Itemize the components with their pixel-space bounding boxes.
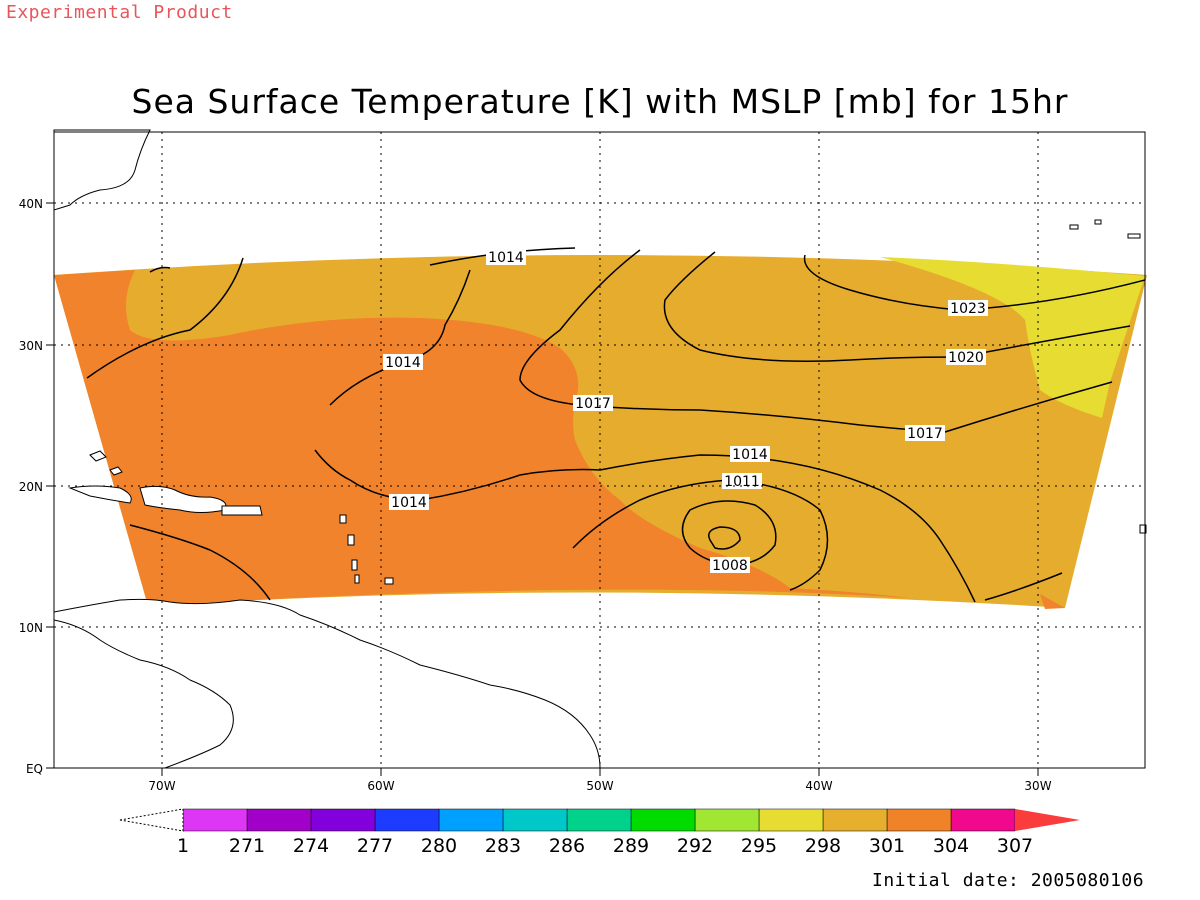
map-title: Sea Surface Temperature [K] with MSLP [m… (131, 82, 1069, 121)
colorbar-segment (502, 808, 568, 832)
colorbar-tick-label: 292 (677, 835, 713, 857)
sst-region-304 (54, 270, 910, 606)
sst-region-304-east (1040, 594, 1065, 609)
contour-label: 1020 (948, 350, 984, 366)
colorbar-segment (438, 808, 504, 832)
south-america-coast (53, 598, 601, 769)
contour-1014-west (86, 257, 244, 379)
colorbar-tick-label: 271 (229, 835, 265, 857)
lon-label: 40W (805, 779, 832, 793)
colorbar-high-arrow (1015, 809, 1080, 831)
experimental-product-label: Experimental Product (6, 2, 233, 23)
lon-label: 70W (148, 779, 175, 793)
contour-label: 1014 (391, 495, 427, 511)
colorbar-tick-label: 298 (805, 835, 841, 857)
lat-label: EQ (26, 762, 43, 776)
graticule (54, 132, 1145, 768)
colorbar-tick-label: 289 (613, 835, 649, 857)
lesser-antilles (339, 514, 394, 585)
hispaniola-coast (139, 485, 227, 513)
colorbar-segment (886, 808, 952, 832)
contour-1014-mid (149, 266, 471, 406)
lon-label: 50W (586, 779, 613, 793)
colorbar-tick-label: 301 (869, 835, 905, 857)
colorbar-segment (566, 808, 632, 832)
lon-label: 30W (1024, 779, 1051, 793)
colorbar-segment (822, 808, 888, 832)
colorbar-segment (310, 808, 376, 832)
colorbar-segment (694, 808, 760, 832)
contour-1023 (803, 254, 1146, 311)
lat-label: 40N (19, 197, 43, 211)
contour-1005 (708, 526, 741, 550)
colorbar-segment (630, 808, 696, 832)
contour-label: 1014 (732, 447, 768, 463)
colorbar-segment (950, 808, 1016, 832)
colorbar-tick-label: 304 (933, 835, 969, 857)
cape-verde (1069, 219, 1141, 239)
lat-label: 10N (19, 621, 43, 635)
colorbar-tick-label: 283 (485, 835, 521, 857)
colorbar-tick-label: 286 (549, 835, 585, 857)
colorbar-labels: 1 271 274 277 280 283 286 289 292 295 298 301 304 307 (177, 835, 1033, 857)
colorbar-tick-label: 295 (741, 835, 777, 857)
colorbar-tick-label: 1 (177, 835, 189, 857)
colorbar (119, 808, 1080, 832)
colorbar-tick-label: 307 (997, 835, 1033, 857)
bahamas (89, 450, 123, 476)
lat-label: 30N (19, 339, 43, 353)
sst-field (54, 255, 1147, 609)
latitude-labels: 40N 30N 20N 10N EQ (19, 197, 43, 776)
colorbar-segment (374, 808, 440, 832)
colorbar-tick-label: 274 (293, 835, 329, 857)
colorbar-low-arrow (119, 808, 184, 832)
puerto-rico-coast (221, 505, 263, 516)
contour-label: 1017 (907, 426, 943, 442)
contour-label: 1023 (950, 301, 986, 317)
longitude-labels: 70W 60W 50W 40W 30W (148, 779, 1051, 793)
lat-label: 20N (19, 480, 43, 494)
contour-1014-south (314, 449, 976, 603)
lon-label: 60W (367, 779, 394, 793)
contour-label: 1014 (385, 355, 421, 371)
contour-labels: 1014 1014 1014 1017 1014 1011 1008 1017 … (383, 249, 988, 574)
contour-label: 1008 (712, 558, 748, 574)
axis-ticks (46, 202, 1039, 776)
coastlines (53, 129, 1147, 769)
contour-label: 1011 (724, 474, 760, 490)
contour-1020 (663, 251, 1131, 362)
contour-1014-se (984, 572, 1063, 601)
north-america-coast (53, 129, 151, 211)
contour-1017-west (519, 249, 1113, 433)
sst-region-298 (880, 257, 1145, 418)
contour-label: 1017 (575, 396, 611, 412)
colorbar-segment (182, 808, 248, 832)
colorbar-tick-label: 280 (421, 835, 457, 857)
initial-date-label: Initial date: 2005080106 (872, 870, 1145, 891)
colorbar-segment (246, 808, 312, 832)
mslp-contours (86, 247, 1146, 603)
cuba-coast (68, 485, 132, 504)
contour-label: 1014 (488, 250, 524, 266)
contour-1014-sw (129, 524, 271, 601)
colorbar-tick-label: 277 (357, 835, 393, 857)
colorbar-segment (758, 808, 824, 832)
